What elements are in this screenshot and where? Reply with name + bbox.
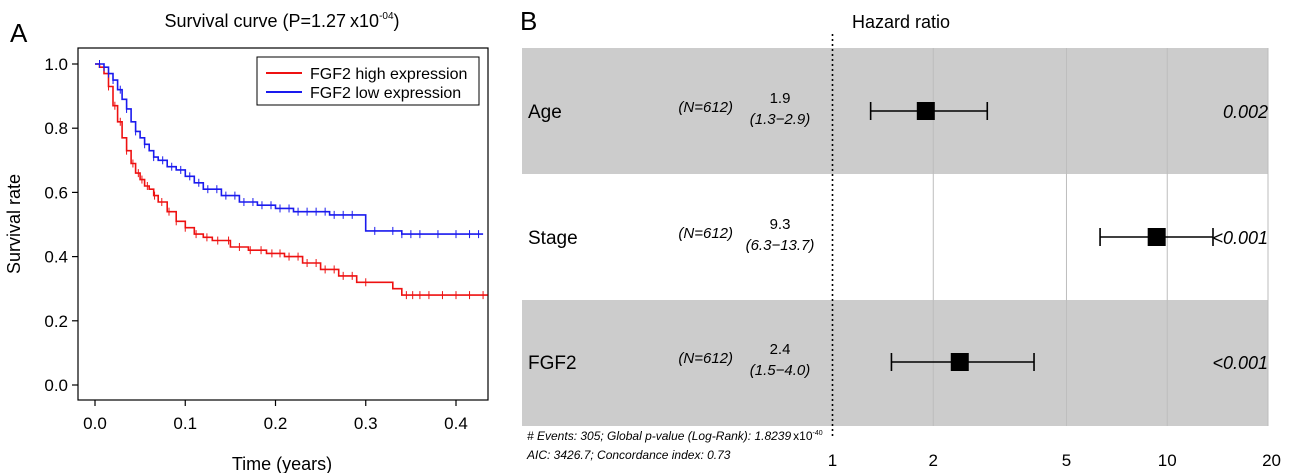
x-tick-label: 0.1 [173, 414, 197, 433]
forest-x-tick-label: 10 [1158, 451, 1177, 470]
forest-x-tick-label: 2 [929, 451, 938, 470]
forest-row-ci: (1.3−2.9) [750, 111, 810, 128]
x-tick-label: 0.4 [444, 414, 468, 433]
km-x-axis-label: Time (years) [232, 454, 332, 473]
forest-rows: Age (N=612) 1.9 (1.3−2.9) 0.002 Stage (N=612) 9… [528, 90, 1268, 379]
km-y-axis-label: Survival rate [4, 174, 24, 274]
x-tick-label: 0.0 [83, 414, 107, 433]
km-series-line [95, 63, 488, 296]
forest-x-tick-label: 1 [828, 451, 837, 470]
legend-label-high: FGF2 high expression [310, 66, 467, 83]
forest-row-label: FGF2 [528, 353, 577, 374]
hr-point [916, 102, 935, 120]
forest-bands [522, 48, 1268, 426]
y-tick-label: 0.2 [44, 312, 68, 331]
km-legend: FGF2 high expression FGF2 low expression [256, 56, 480, 106]
forest-row-p: <0.001 [1212, 228, 1268, 248]
x-tick-label: 0.3 [354, 414, 378, 433]
y-tick-label: 1.0 [44, 55, 68, 74]
y-tick-label: 0.4 [44, 248, 68, 267]
panel-a-title: Survival curve (P=1.27 x10-04) [164, 11, 399, 31]
forest-row-hr: 1.9 [770, 90, 791, 107]
forest-x-tick-label: 20 [1262, 451, 1281, 470]
hr-point [1147, 228, 1166, 246]
km-legend-box [256, 56, 480, 106]
forest-row-n: (N=612) [678, 99, 733, 116]
x-tick-label: 0.2 [264, 414, 288, 433]
forest-footer-line1: # Events: 305; Global p-value (Log-Rank)… [527, 429, 823, 443]
panel-a: A Survival curve (P=1.27 x10-04) 0.00.20.… [4, 11, 489, 473]
forest-row-label: Age [528, 102, 562, 123]
panel-b-label: B [520, 6, 537, 36]
hr-point [950, 353, 969, 371]
y-tick-label: 0.0 [44, 376, 68, 395]
forest-row-p: 0.002 [1223, 102, 1268, 122]
km-curves [95, 60, 488, 300]
forest-row-band [522, 300, 1268, 426]
panel-b: B Hazard ratio Age (N=612) 1.9 (1.3−2.9) 0.0… [520, 6, 1281, 470]
y-tick-label: 0.6 [44, 183, 68, 202]
forest-row-hr: 2.4 [770, 341, 791, 358]
forest-row-n: (N=612) [678, 350, 733, 367]
forest-title: Hazard ratio [852, 12, 950, 32]
panel-a-label: A [10, 18, 28, 48]
forest-row-p: <0.001 [1212, 353, 1268, 373]
forest-row-n: (N=612) [678, 225, 733, 242]
km-plot-frame [77, 47, 489, 401]
forest-footer-line2: AIC: 3426.7; Concordance index: 0.73 [526, 448, 731, 462]
km-x-axis: 0.0 0.1 0.2 0.3 0.4 [83, 400, 468, 433]
forest-row-hr: 9.3 [770, 216, 791, 233]
forest-row-label: Stage [528, 228, 578, 249]
km-y-axis: 0.0 0.2 0.4 0.6 0.8 1.0 [44, 55, 78, 395]
y-tick-label: 0.8 [44, 119, 68, 138]
legend-label-low: FGF2 low expression [310, 85, 461, 102]
forest-row-ci: (1.5−4.0) [750, 362, 810, 379]
forest-x-tick-label: 5 [1062, 451, 1071, 470]
forest-x-axis: 1 2 5 10 20 [828, 451, 1281, 470]
forest-row-ci: (6.3−13.7) [746, 237, 815, 254]
